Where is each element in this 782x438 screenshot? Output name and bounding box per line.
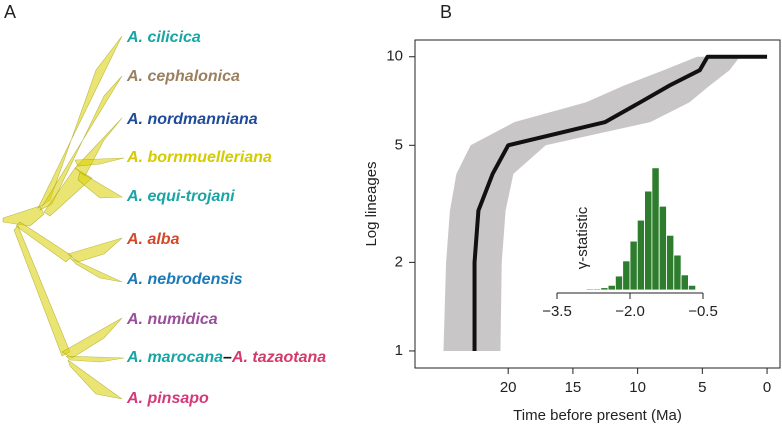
x-tick-label: 10 [629, 379, 646, 396]
histogram-bar [651, 167, 660, 291]
histogram-bar [600, 287, 609, 291]
taxon-label: A. cilicica [126, 29, 201, 46]
branch [69, 257, 123, 283]
x-tick-label: −0.5 [688, 303, 718, 320]
taxon-label: A. nebrodensis [126, 271, 243, 288]
taxon-label: A. numidica [126, 311, 218, 328]
histogram-bar [607, 284, 616, 291]
y-tick-label: 2 [395, 253, 403, 270]
taxon-name: A. cilicica [126, 29, 201, 46]
taxon-name: A. nebrodensis [126, 271, 243, 288]
branch [65, 355, 125, 363]
histogram-bar [666, 234, 675, 291]
histogram-bar [585, 288, 594, 291]
y-tick-label: 1 [395, 342, 403, 359]
x-tick-label: −2.0 [615, 303, 645, 320]
taxon-name: A. marocana [126, 349, 223, 366]
taxon-name: – [223, 349, 232, 366]
branch [74, 117, 123, 177]
histogram-bar [688, 284, 697, 291]
taxon-name: A. alba [126, 231, 180, 248]
x-axis-title: γ-statistic [574, 206, 591, 269]
tree [2, 35, 125, 400]
taxon-label: A. marocana–A. tazaotana [126, 349, 326, 366]
taxon-name: A. nordmanniana [126, 111, 258, 128]
x-tick-label: 0 [763, 379, 771, 396]
y-tick-label: 10 [386, 48, 403, 65]
x-tick-label: −3.5 [542, 303, 572, 320]
taxon-label: A. nordmanniana [126, 111, 258, 128]
panel-label: B [440, 2, 452, 22]
taxon-name: A. equi-trojani [126, 188, 235, 205]
taxon-label: A. cephalonica [126, 68, 240, 85]
branch [74, 157, 125, 167]
branch [67, 359, 123, 400]
taxon-label: A. bornmuelleriana [126, 149, 272, 166]
branch [2, 205, 45, 227]
taxon-labels: A. cilicica A. cephalonica A. nordmanniana… [126, 29, 326, 407]
branch [15, 221, 73, 263]
taxon-name: A. bornmuelleriana [126, 149, 272, 166]
taxon-name: A. numidica [126, 311, 218, 328]
taxon-label: A. equi-trojani [126, 188, 235, 205]
histogram-bar [644, 190, 653, 291]
branch [77, 171, 124, 199]
histogram-bar [593, 288, 602, 291]
panel-label: A [4, 2, 16, 22]
x-tick-label: 20 [500, 379, 517, 396]
x-tick-label: 5 [698, 379, 706, 396]
y-tick-label: 5 [395, 136, 403, 153]
histogram-bar [622, 260, 631, 291]
branch [61, 317, 123, 359]
histogram-bar [658, 205, 667, 291]
histogram-bar [680, 274, 689, 291]
y-axis-title: Log lineages [363, 161, 380, 246]
taxon-label: A. alba [126, 231, 180, 248]
x-tick-label: 15 [565, 379, 582, 396]
plot-frame [414, 39, 781, 369]
taxon-label: A. pinsapo [126, 390, 209, 407]
taxon-name: A. tazaotana [231, 349, 326, 366]
x-axis-title: Time before present (Ma) [513, 407, 682, 424]
branch [67, 237, 123, 263]
branch [13, 225, 71, 357]
histogram-bar [629, 240, 638, 291]
histogram-bar [673, 254, 682, 291]
uncertainty-band [443, 56, 740, 351]
histogram-bar [615, 275, 624, 291]
histogram-bar [636, 219, 645, 291]
taxon-name: A. cephalonica [126, 68, 240, 85]
taxon-name: A. pinsapo [126, 390, 209, 407]
ltt-line [472, 54, 768, 351]
